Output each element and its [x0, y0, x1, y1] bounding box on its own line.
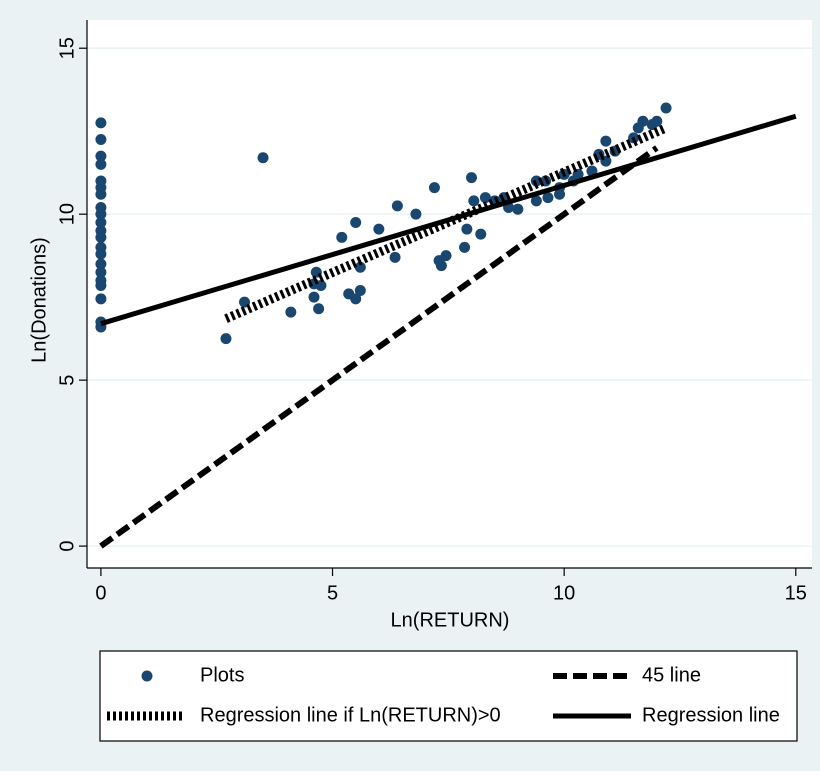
data-point [95, 293, 107, 305]
data-point [512, 203, 524, 215]
legend-box [99, 650, 798, 742]
x-axis-title: Ln(RETURN) [391, 609, 510, 631]
x-tick-label: 15 [785, 582, 807, 604]
data-point [95, 188, 107, 200]
line [224, 123, 668, 323]
data-point [435, 260, 447, 272]
data-point [637, 115, 649, 127]
data-point [389, 251, 401, 263]
x-tick-label: 0 [95, 582, 106, 604]
data-point [651, 115, 663, 127]
data-point [95, 117, 107, 129]
legend-label: Regression line [642, 704, 780, 726]
line [100, 113, 797, 327]
data-point [468, 195, 480, 207]
data-point [530, 195, 542, 207]
data-point [257, 152, 269, 164]
x-tick-label: 10 [553, 582, 575, 604]
y-tick-label: 5 [56, 375, 78, 386]
legend-label: 45 line [642, 664, 701, 686]
data-point [95, 258, 107, 270]
data-point [440, 250, 452, 262]
data-point [336, 231, 348, 243]
data-point [459, 241, 471, 253]
data-point [354, 261, 366, 273]
data-point [475, 228, 487, 240]
y-tick-label: 10 [56, 203, 78, 225]
data-point [95, 280, 107, 292]
data-point [660, 102, 672, 114]
data-point [391, 200, 403, 212]
data-point [95, 133, 107, 145]
data-point [220, 333, 232, 345]
data-point [354, 285, 366, 297]
data-point [461, 223, 473, 235]
y-tick-label: 0 [56, 541, 78, 552]
data-point [350, 293, 362, 305]
y-axis-title: Ln(Donations) [28, 237, 50, 363]
line [99, 145, 659, 549]
data-point [285, 306, 297, 318]
x-tick-label: 5 [327, 582, 338, 604]
data-point [600, 135, 612, 147]
data-point [95, 248, 107, 260]
legend-label: Regression line if Ln(RETURN)>0 [200, 704, 501, 726]
data-point [95, 216, 107, 228]
data-point [428, 182, 440, 194]
data-point [466, 172, 478, 184]
data-point [479, 192, 491, 204]
data-point [95, 266, 107, 278]
data-point [313, 303, 325, 315]
data-point [308, 291, 320, 303]
legend-label: Plots [200, 664, 244, 686]
legend-marker [141, 670, 153, 682]
data-point [95, 208, 107, 220]
data-point [95, 158, 107, 170]
data-point [542, 192, 554, 204]
y-tick-label: 15 [56, 37, 78, 59]
data-point [373, 223, 385, 235]
data-point [350, 216, 362, 228]
data-point [95, 231, 107, 243]
data-point [95, 150, 107, 162]
data-point [410, 208, 422, 220]
